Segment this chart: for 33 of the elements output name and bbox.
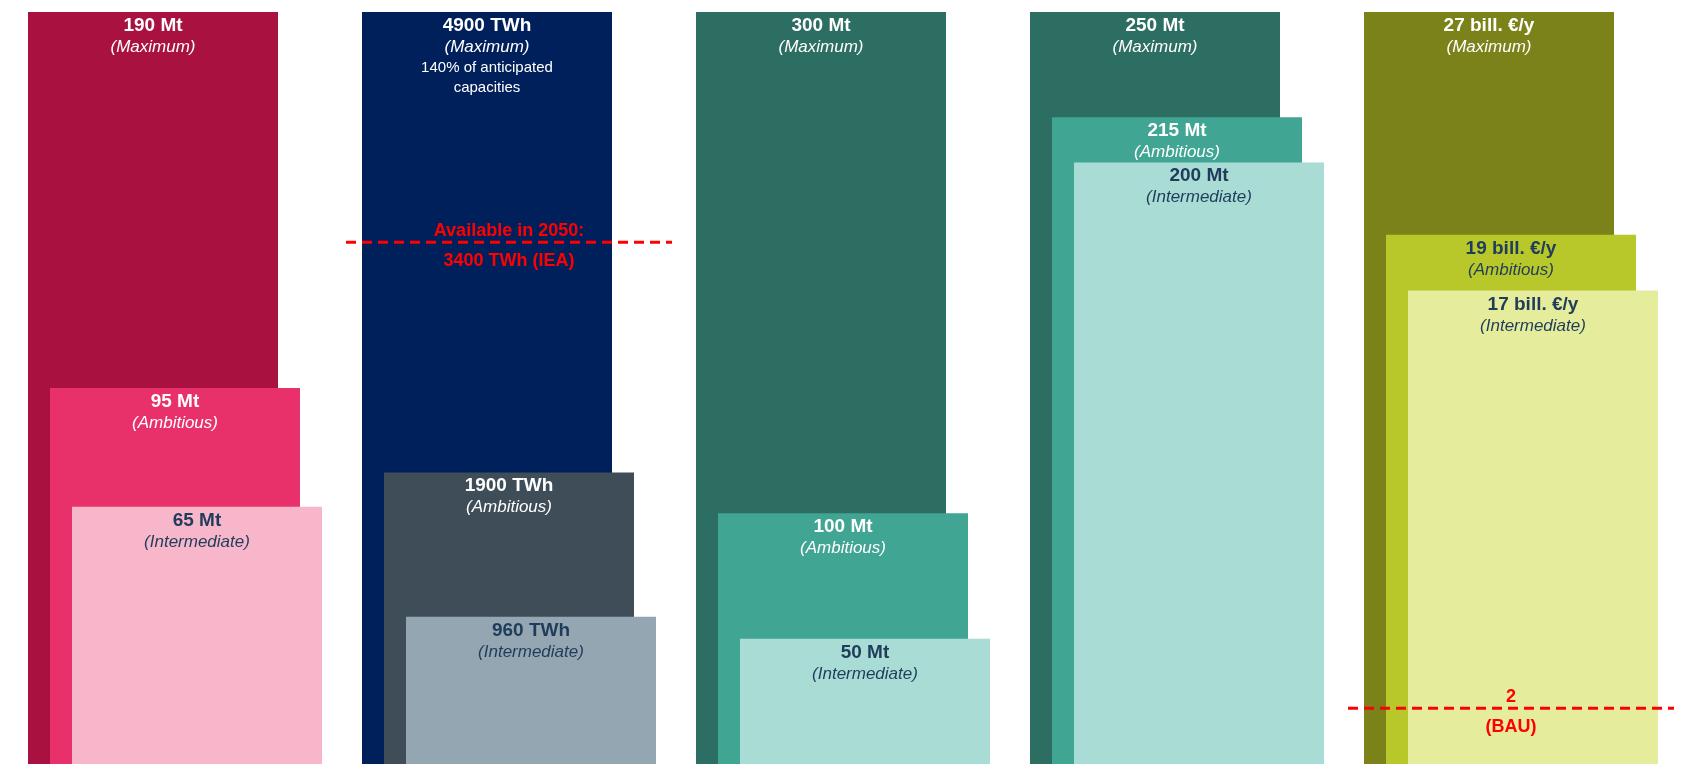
series-label: (Maximum)	[444, 37, 530, 56]
data-label: 100 Mt	[813, 515, 874, 537]
data-label: 215 Mt	[1147, 119, 1208, 141]
series-label: (Maximum)	[778, 37, 864, 56]
data-label: 27 bill. €/y	[1443, 14, 1535, 35]
series-label: (Intermediate)	[812, 663, 918, 683]
series-label: (Maximum)	[1112, 37, 1198, 56]
data-label: 300 Mt	[791, 14, 852, 35]
data-label: 17 bill. €/y	[1487, 292, 1579, 314]
series-label: (Intermediate)	[144, 531, 250, 551]
data-label: 190 Mt	[123, 14, 184, 35]
series-label: (Intermediate)	[478, 641, 584, 661]
data-label: 250 Mt	[1125, 14, 1186, 35]
series-label: (Intermediate)	[1480, 315, 1586, 335]
data-label: 19 bill. €/y	[1465, 236, 1557, 258]
series-label: (Ambitious)	[1134, 142, 1220, 162]
series-label: (Ambitious)	[1468, 259, 1554, 279]
data-label: 960 TWh	[491, 618, 571, 640]
data-label: 4900 TWh	[442, 14, 532, 35]
data-label: 1900 TWh	[464, 474, 554, 496]
series-label: (Maximum)	[1446, 37, 1532, 56]
series-label: (Maximum)	[110, 37, 196, 56]
series-label: (Intermediate)	[1146, 187, 1252, 207]
data-label: 65 Mt	[172, 508, 222, 530]
data-label: 95 Mt	[150, 390, 200, 411]
series-label: (Ambitious)	[132, 413, 218, 432]
ref-line-label: Available in 2050: 3400 TWh (IEA)	[433, 220, 585, 271]
ref-line-label: 2 (BAU)	[1485, 686, 1537, 737]
data-label: 50 Mt	[840, 640, 890, 662]
data-label: 200 Mt	[1169, 164, 1230, 186]
series-label: (Ambitious)	[466, 497, 552, 517]
series-label: (Ambitious)	[800, 538, 886, 558]
annotation: 140% of anticipated capacities	[421, 58, 553, 95]
